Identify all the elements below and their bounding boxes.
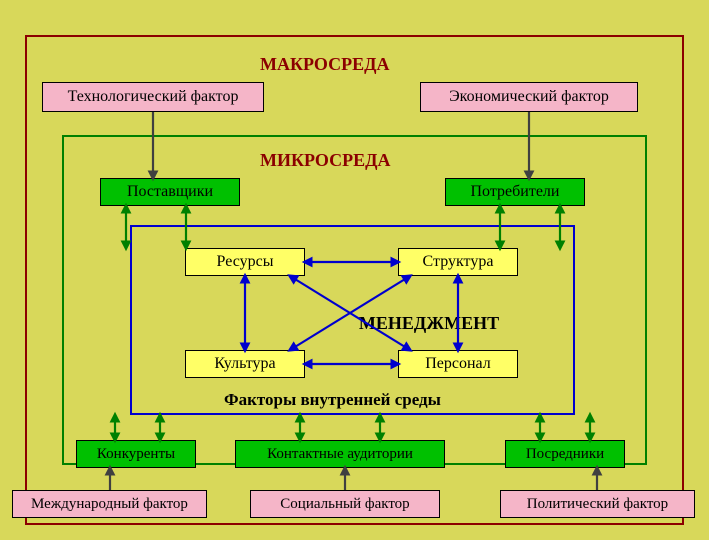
box-staff: Персонал	[398, 350, 518, 378]
box-culture: Культура	[185, 350, 305, 378]
box-competitors: Конкуренты	[76, 440, 196, 468]
box-resources: Ресурсы	[185, 248, 305, 276]
title-inner-factors: Факторы внутренней среды	[224, 390, 441, 410]
box-political: Политический фактор	[500, 490, 695, 518]
box-intl: Международный фактор	[12, 490, 207, 518]
box-suppliers: Поставщики	[100, 178, 240, 206]
box-social: Социальный фактор	[250, 490, 440, 518]
box-contacts: Контактные аудитории	[235, 440, 445, 468]
box-tech: Технологический фактор	[42, 82, 264, 112]
box-consumers: Потребители	[445, 178, 585, 206]
title-macro: МАКРОСРЕДА	[260, 54, 390, 75]
box-econ: Экономический фактор	[420, 82, 638, 112]
title-management: МЕНЕДЖМЕНТ	[355, 310, 503, 336]
box-intermed: Посредники	[505, 440, 625, 468]
box-structure: Структура	[398, 248, 518, 276]
title-micro: МИКРОСРЕДА	[260, 150, 391, 171]
